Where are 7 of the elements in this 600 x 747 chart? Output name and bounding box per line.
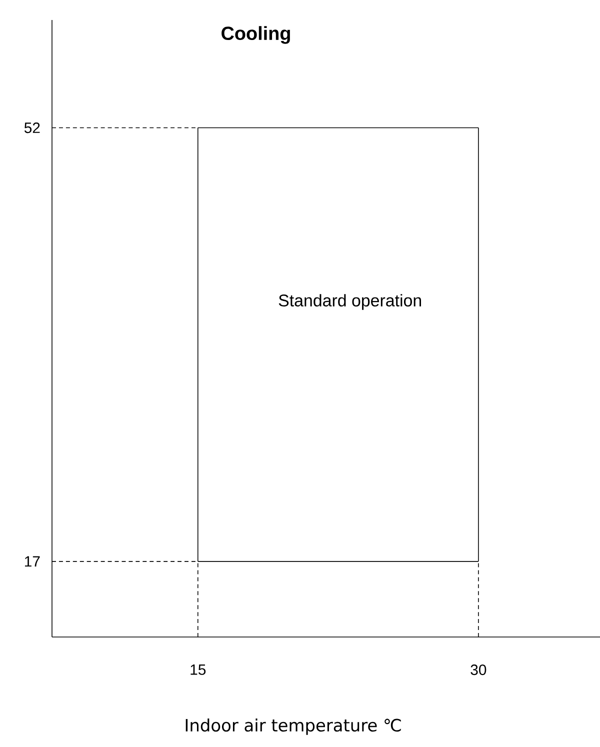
chart-title: Cooling [222, 26, 290, 44]
y-tick-label: 17 [25, 556, 40, 567]
x-tick-label: 30 [470, 664, 486, 676]
annotation: Standard operation [278, 294, 422, 310]
x-tick-label: 15 [190, 664, 206, 675]
y-tick-label: 52 [24, 122, 40, 134]
x-axis-title: Indoor air temperature ℃ [186, 718, 401, 735]
